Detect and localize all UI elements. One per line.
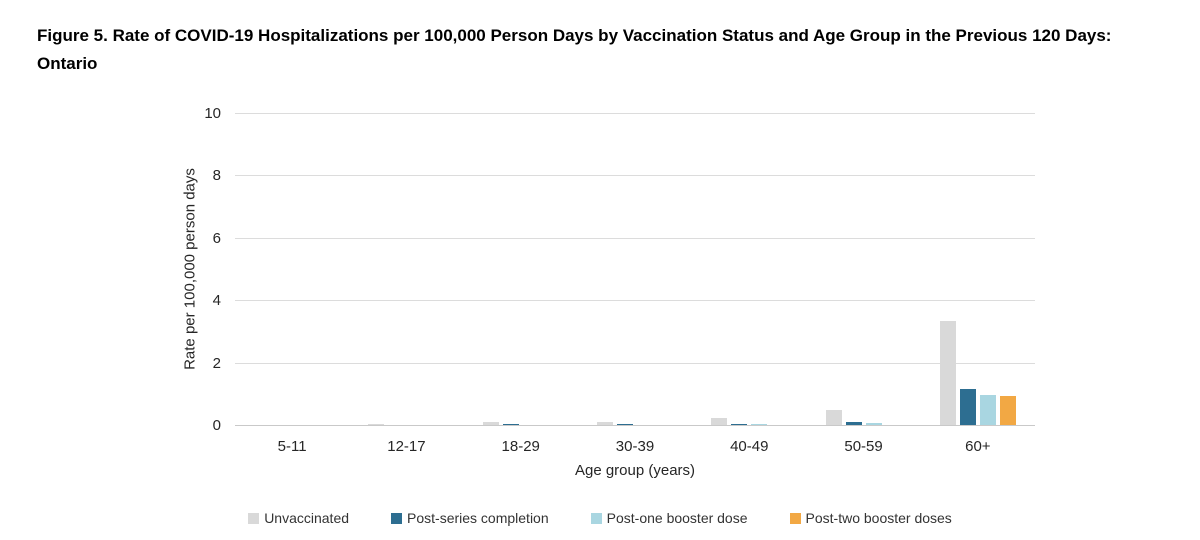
gridline: [235, 300, 1035, 302]
bar-group-50-59: 50-59: [806, 114, 920, 455]
legend-label: Post-two booster doses: [805, 510, 952, 526]
y-tick-label: 8: [212, 167, 221, 185]
bar-unvaccinated-60-: [939, 321, 956, 426]
legend-swatch-icon: [590, 512, 602, 524]
bar-unvaccinated-30-39: [596, 422, 613, 426]
gridline: [235, 237, 1035, 239]
x-tick-label-30-39: 30-39: [615, 438, 655, 455]
bar-post-series-completion-50-59: [845, 422, 862, 426]
legend-item-post-two-booster-doses: Post-two booster doses: [789, 510, 952, 526]
y-axis-title: Rate per 100,000 person days: [181, 168, 199, 370]
legend-swatch-icon: [789, 512, 801, 524]
bar-group-12-17: 12-17: [349, 114, 463, 455]
x-axis-line: [235, 425, 1035, 426]
bar-unvaccinated-18-29: [482, 422, 499, 426]
bar-group-40-49: 40-49: [692, 114, 806, 455]
y-tick-label: 2: [212, 354, 221, 372]
x-tick-label-18-29: 18-29: [501, 438, 540, 455]
bar-group-5-11: 5-11: [235, 114, 349, 455]
legend-item-post-series-completion: Post-series completion: [391, 510, 549, 526]
x-tick-label-50-59: 50-59: [844, 438, 883, 455]
bar-post-series-completion-60-: [959, 389, 976, 426]
x-tick-label-40-49: 40-49: [730, 438, 769, 455]
plot-area: 0 2 4 6 8 10 5-11 12-17 18-29 30-39 40-49 50-59 60+: [204, 105, 1035, 455]
bar-group-30-39: 30-39: [578, 114, 692, 455]
bar-post-one-booster-dose-60-: [979, 395, 996, 426]
figure-title: Figure 5. Rate of COVID-19 Hospitalizati…: [37, 26, 1112, 73]
bar-post-two-booster-doses-60-: [999, 396, 1016, 426]
gridline: [235, 113, 1035, 114]
legend-item-unvaccinated: Unvaccinated: [248, 510, 349, 526]
x-tick-label-12-17: 12-17: [387, 438, 426, 455]
legend-swatch-icon: [391, 512, 403, 524]
legend-swatch-icon: [248, 512, 260, 524]
bar-group-18-29: 18-29: [464, 114, 578, 455]
x-axis-title: Age group (years): [574, 462, 696, 479]
y-tick-label: 0: [212, 417, 221, 434]
gridline: [235, 362, 1035, 364]
legend-label: Unvaccinated: [264, 510, 350, 526]
legend-item-post-one-booster-dose: Post-one booster dose: [590, 510, 748, 526]
legend-label: Post-one booster dose: [606, 510, 748, 526]
legend-label: Post-series completion: [407, 510, 549, 526]
bar-unvaccinated-40-49: [711, 418, 728, 426]
y-tick-label: 4: [212, 292, 221, 310]
bar-unvaccinated-50-59: [825, 410, 842, 426]
x-tick-label-60-: 60+: [965, 438, 991, 455]
gridline: [235, 175, 1035, 177]
y-tick-label: 6: [212, 229, 221, 247]
x-tick-label-5-11: 5-11: [277, 438, 307, 455]
bar-post-one-booster-dose-50-59: [865, 423, 882, 426]
bar-group-60-: 60+: [921, 114, 1035, 455]
y-tick-label: 10: [204, 105, 221, 122]
legend: Unvaccinated Post-series completion Post-o…: [0, 510, 1200, 526]
